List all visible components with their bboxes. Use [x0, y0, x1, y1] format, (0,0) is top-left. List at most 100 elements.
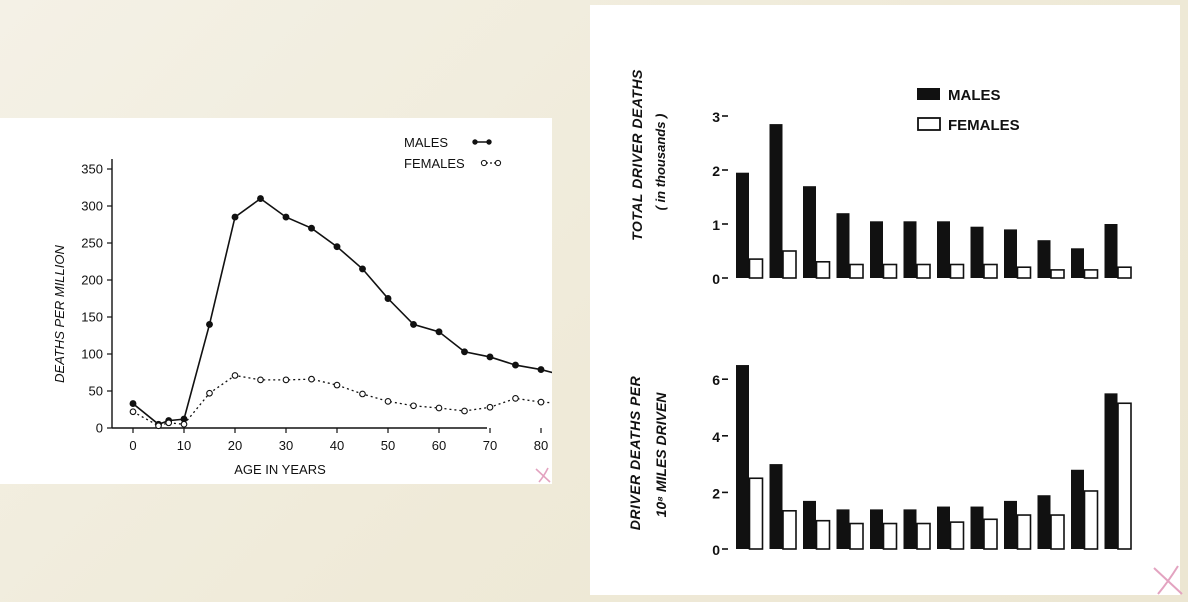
males-series-line — [132, 197, 552, 426]
deaths-per-miles-males-bar — [1104, 393, 1118, 549]
males-data-point — [435, 328, 443, 336]
deaths-per-miles-males-bar — [870, 509, 883, 549]
females-data-point — [155, 422, 162, 430]
males-data-point — [512, 361, 519, 369]
total-deaths-males-bar — [903, 221, 917, 278]
y-tick-label: 100 — [81, 347, 103, 362]
total-deaths-males-bar — [836, 213, 850, 278]
total-deaths-males-bar — [1104, 224, 1118, 278]
total-deaths-females-bar — [949, 263, 965, 279]
deaths-per-miles-males-bar — [1071, 469, 1084, 549]
y-tick-label: 350 — [81, 162, 103, 177]
x-tick-label: 60 — [432, 438, 446, 453]
females-data-point — [282, 376, 290, 384]
y-tick-label: 0 — [96, 421, 103, 436]
deaths-per-miles-females-bar — [1050, 514, 1065, 550]
females-data-point — [461, 407, 468, 415]
females-series-line — [132, 374, 552, 427]
deaths-per-miles-males-bar — [836, 509, 850, 549]
total-deaths-females-bar — [916, 263, 931, 279]
driver-deaths-bar-charts: 0 1 2 3 TOTAL DRIVER DEATHS ( in thousands ) M… — [627, 69, 1132, 558]
males-data-point — [461, 348, 468, 356]
legend-swatch-males — [472, 139, 478, 145]
deaths-per-miles-females-bar — [849, 522, 864, 550]
x-axis-label: AGE IN YEARS — [234, 462, 326, 477]
females-data-point — [512, 395, 519, 402]
y-axis-label: DEATHS PER MILLION — [52, 245, 67, 383]
females-data-point — [435, 404, 443, 412]
legend-label-males: MALES — [948, 87, 1001, 104]
deaths-per-miles-females-bar — [916, 522, 931, 550]
males-data-point — [282, 213, 290, 221]
total-deaths-males-bar — [870, 221, 883, 278]
females-data-point — [206, 389, 213, 397]
x-tick-label: 80 — [534, 438, 548, 453]
total-deaths-females-bar — [983, 263, 998, 279]
deaths-per-miles-males-bar — [903, 509, 917, 549]
deaths-per-miles-y-tick-label: 4 — [712, 429, 720, 445]
deaths-per-miles-females-bar — [815, 519, 831, 550]
deaths-per-miles-females-bar — [983, 518, 998, 550]
females-data-point — [180, 420, 188, 428]
total-deaths-females-bar — [1050, 269, 1065, 279]
deaths-per-miles-females-bar — [782, 509, 797, 550]
total-deaths-males-bar — [736, 172, 749, 278]
deaths-per-miles-y-tick-label: 2 — [712, 485, 720, 501]
legend-swatch-males — [486, 139, 492, 145]
deaths-per-miles-females-bar — [1117, 402, 1132, 550]
males-data-point — [486, 353, 494, 361]
age-deaths-chart-panel: 0 50 100 150 200 250 300 350 0 10 20 30 40 50 60 70 80 AG… — [0, 118, 552, 484]
age-deaths-line-chart: 0 50 100 150 200 250 300 350 0 10 20 30 40 50 60 70 80 AG… — [52, 135, 552, 477]
males-data-point — [384, 295, 392, 302]
females-data-point — [165, 419, 173, 427]
corner-cross-mark — [1153, 565, 1183, 595]
y-tick-label: 300 — [81, 199, 103, 214]
males-data-point — [257, 195, 264, 203]
driver-deaths-chart-panel: 0 1 2 3 TOTAL DRIVER DEATHS ( in thousands ) M… — [590, 5, 1180, 595]
total-deaths-males-bar — [769, 124, 783, 278]
x-tick-label: 40 — [330, 438, 344, 453]
total-deaths-females-bar — [1016, 266, 1032, 279]
females-data-point — [359, 390, 366, 398]
females-data-point — [384, 398, 392, 405]
males-data-point — [231, 213, 239, 221]
legend-swatch-females — [480, 159, 488, 167]
deaths-per-miles-males-bar — [1037, 495, 1051, 549]
legend-label-males: MALES — [404, 135, 448, 150]
total-deaths-males-bar — [803, 186, 816, 278]
y-tick-label: 200 — [81, 273, 103, 288]
males-data-point — [333, 243, 341, 251]
females-data-point — [308, 375, 315, 383]
total-deaths-males-bar — [1071, 248, 1084, 278]
legend-label-females: FEMALES — [948, 117, 1020, 134]
total-deaths-females-bar — [748, 258, 764, 279]
x-tick-label: 70 — [483, 438, 497, 453]
total-deaths-males-bar — [937, 221, 950, 278]
x-tick-label: 50 — [381, 438, 395, 453]
total-deaths-y-tick-label: 2 — [712, 163, 720, 179]
females-data-point — [537, 398, 545, 406]
deaths-per-miles-males-bar — [803, 500, 816, 549]
total-deaths-females-bar — [1083, 269, 1099, 279]
total-deaths-males-bar — [1004, 229, 1017, 278]
legend-swatch-females — [917, 117, 941, 131]
total-deaths-males-bar — [970, 226, 984, 278]
total-deaths-y-axis-sublabel: ( in thousands ) — [653, 114, 668, 211]
females-data-point — [410, 402, 417, 410]
total-deaths-y-tick-label: 0 — [712, 271, 720, 287]
females-data-point — [486, 403, 494, 411]
x-tick-label: 20 — [228, 438, 242, 453]
total-deaths-y-tick-label: 1 — [712, 217, 720, 233]
y-tick-label: 50 — [89, 384, 103, 399]
deaths-per-miles-y-axis-label: DRIVER DEATHS PER — [627, 375, 643, 530]
total-deaths-females-bar — [849, 263, 864, 279]
x-tick-label: 0 — [129, 438, 136, 453]
males-data-point — [308, 224, 315, 232]
deaths-per-miles-females-bar — [882, 522, 898, 550]
y-tick-label: 250 — [81, 236, 103, 251]
x-tick-label: 10 — [177, 438, 191, 453]
deaths-per-miles-y-axis-sublabel: 10⁸ MILES DRIVEN — [653, 392, 669, 518]
total-deaths-y-axis-label: TOTAL DRIVER DEATHS — [629, 69, 645, 241]
legend-swatch-females — [494, 159, 502, 167]
total-deaths-males-bar — [1037, 240, 1051, 278]
